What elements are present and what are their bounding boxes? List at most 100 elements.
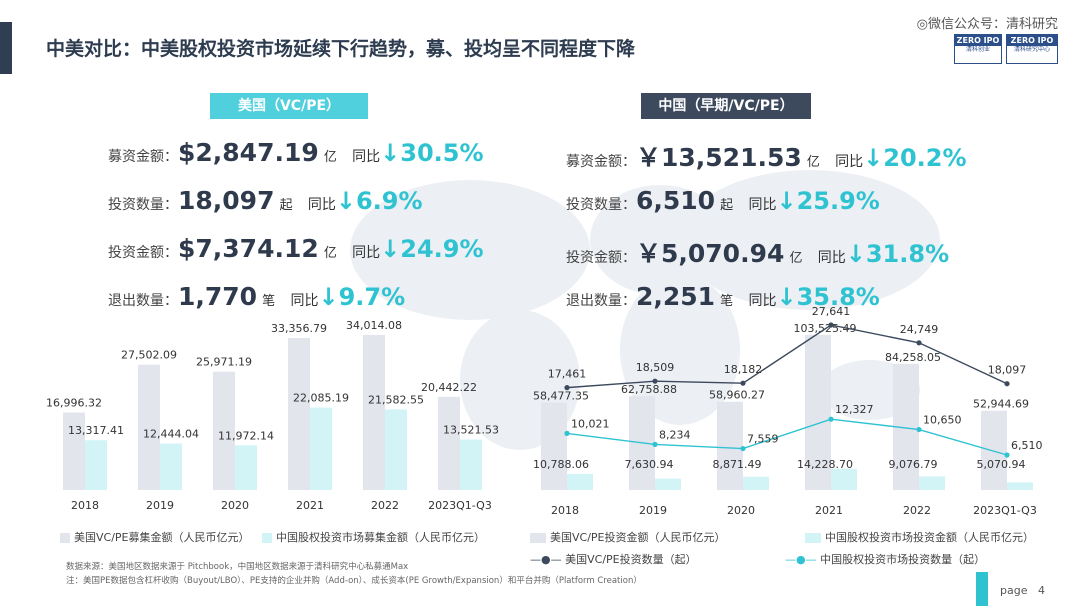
cn-deal-count-point xyxy=(1004,452,1010,458)
legend-cn-investment-amount: 中国股权投资市场投资金额（人民币亿元） xyxy=(805,529,1034,545)
stat-unit: 笔 xyxy=(720,294,734,309)
down-arrow-icon: ↓ xyxy=(318,283,339,311)
us-fundraising-bar xyxy=(363,335,385,490)
cn-fundraising-bar xyxy=(160,443,182,490)
us-investment-value-label: 84,258.05 xyxy=(885,351,941,364)
legend-line-marker: —●— xyxy=(530,553,562,566)
us-deal-count-label: 24,749 xyxy=(900,323,939,336)
legend-swatch xyxy=(805,533,821,543)
stat-label: 退出数量： xyxy=(108,293,178,309)
us-deal-count-point xyxy=(652,378,658,384)
us-deal-count-point xyxy=(564,385,570,391)
cn-investment-bar xyxy=(567,473,593,490)
us-fundraising-bar xyxy=(138,364,160,490)
cn-fundraising-value-label: 13,521.53 xyxy=(443,423,499,436)
cn-deal-count-line xyxy=(566,418,1008,456)
us-deal-count-point xyxy=(740,380,746,386)
investment-combo-chart: 58,477.35 10,788.06 2018 62,758.88 7,630.94 2… xyxy=(533,305,1043,517)
cn-fundraising-bar xyxy=(385,409,407,490)
stat-label: 募资金额： xyxy=(108,149,178,165)
cn-investment-bar xyxy=(743,476,769,490)
cn-fundraising-bar xyxy=(310,407,332,490)
us-deal-count-label: 18,509 xyxy=(636,361,675,374)
us-fundraising-value-label: 25,971.19 xyxy=(196,356,252,369)
cn-stat-fundraising: 募资金额：￥13,521.53 亿 同比↓20.2% xyxy=(566,138,967,174)
data-source-note: 数据来源：美国地区数据来源于 Pitchbook，中国地区数据来源于清科研究中心… xyxy=(66,562,409,572)
legend-swatch xyxy=(262,533,272,543)
title-accent-bar xyxy=(0,22,12,74)
cn-fundraising-bar xyxy=(85,440,107,490)
us-deal-count-label: 27,641 xyxy=(812,305,851,318)
logo-right-top: ZERO IPO xyxy=(1007,35,1057,46)
cn-investment-value-label: 10,788.06 xyxy=(533,458,589,471)
logo-left-bottom: 清科创业 xyxy=(965,46,990,53)
legend-us-deal-count: —●— 美国VC/PE投资数量（起） xyxy=(530,551,697,567)
stat-value: 6,510 xyxy=(636,186,716,215)
cn-investment-value-label: 5,070.94 xyxy=(977,458,1026,471)
down-arrow-icon: ↓ xyxy=(380,235,401,263)
us-deal-count-point xyxy=(828,322,834,328)
cn-deal-count-label: 6,510 xyxy=(1011,439,1043,452)
stat-change: 31.8% xyxy=(865,240,950,268)
x-axis-tick-label: 2020 xyxy=(727,504,755,517)
stat-change: 30.5% xyxy=(400,139,484,167)
us-fundraising-value-label: 16,996.32 xyxy=(46,397,102,410)
cn-deal-count-label: 7,559 xyxy=(747,433,779,446)
legend-swatch xyxy=(60,533,70,543)
stat-unit: 亿 xyxy=(806,155,820,170)
x-axis-tick-label: 2018 xyxy=(551,504,579,517)
us-deal-count-point xyxy=(1004,381,1010,387)
us-deal-count-label: 18,097 xyxy=(988,364,1027,377)
us-fundraising-value-label: 27,502.09 xyxy=(121,349,177,362)
fundraising-bar-chart: 16,996.32 13,317.41 2018 27,502.09 12,444.04… xyxy=(46,320,499,512)
stat-unit: 笔 xyxy=(262,294,276,309)
stat-value: $7,374.12 xyxy=(178,234,319,263)
cn-fundraising-bar xyxy=(460,439,482,490)
zero-ipo-logo: ZERO IPO 清科创业 xyxy=(954,34,1002,64)
cn-investment-bar xyxy=(831,468,857,490)
cn-fundraising-value-label: 12,444.04 xyxy=(143,428,199,441)
legend-swatch xyxy=(530,533,546,543)
us-fundraising-bar xyxy=(63,412,85,490)
stat-value: $2,847.19 xyxy=(178,138,319,167)
cn-investment-value-label: 9,076.79 xyxy=(889,458,938,471)
stat-yoy-label: 同比 xyxy=(748,197,777,213)
down-arrow-icon: ↓ xyxy=(776,187,797,215)
stat-value: 1,770 xyxy=(178,282,258,311)
x-axis-tick-label: 2020 xyxy=(221,499,249,512)
cn-investment-value-label: 7,630.94 xyxy=(625,458,674,471)
stat-yoy-label: 同比 xyxy=(817,250,846,266)
x-axis-tick-label: 2021 xyxy=(815,504,843,517)
cn-fundraising-bar xyxy=(235,445,257,490)
legend-cn-fundraising: 中国股权投资市场募集金额（人民币亿元） xyxy=(262,529,485,545)
cn-investment-bar xyxy=(919,476,945,490)
us-fundraising-bar xyxy=(438,396,460,490)
x-axis-tick-label: 2023Q1-Q3 xyxy=(428,499,492,512)
stat-value: 18,097 xyxy=(178,186,275,215)
stat-change: 24.9% xyxy=(400,235,484,263)
page-index: 4 xyxy=(1037,584,1045,597)
us-investment-value-label: 58,960.27 xyxy=(709,389,765,402)
us-fundraising-value-label: 34,014.08 xyxy=(346,320,402,332)
legend-us-investment-amount: 美国VC/PE投资金额（人民币亿元） xyxy=(530,529,726,545)
us-stat-exit-count: 退出数量：1,770 笔 同比↓9.7% xyxy=(108,282,405,311)
stat-label: 投资金额： xyxy=(566,250,636,266)
stat-unit: 亿 xyxy=(323,150,337,165)
stat-label: 募资金额： xyxy=(566,154,636,170)
legend-label: 美国VC/PE募集金额（人民币亿元） xyxy=(74,531,250,544)
us-investment-bar xyxy=(541,402,567,490)
us-stat-investment-amount: 投资金额：$7,374.12 亿 同比↓24.9% xyxy=(108,234,484,263)
us-fundraising-value-label: 20,442.22 xyxy=(421,381,477,394)
cn-deal-count-point xyxy=(564,430,570,436)
stat-yoy-label: 同比 xyxy=(290,293,319,309)
cn-deal-count-point xyxy=(740,445,746,452)
legend-label: 中国股权投资市场投资数量（起） xyxy=(820,553,986,566)
stat-unit: 亿 xyxy=(323,246,337,261)
x-axis-tick-label: 2018 xyxy=(71,499,99,512)
x-axis-tick-label: 2023Q1-Q3 xyxy=(973,504,1037,517)
cn-investment-bar xyxy=(655,478,681,490)
cn-deal-count-label: 10,021 xyxy=(571,417,610,430)
stat-yoy-label: 同比 xyxy=(352,245,381,261)
down-arrow-icon: ↓ xyxy=(380,139,401,167)
cn-stat-investment-amount: 投资金额：￥5,070.94 亿 同比↓31.8% xyxy=(566,234,949,270)
